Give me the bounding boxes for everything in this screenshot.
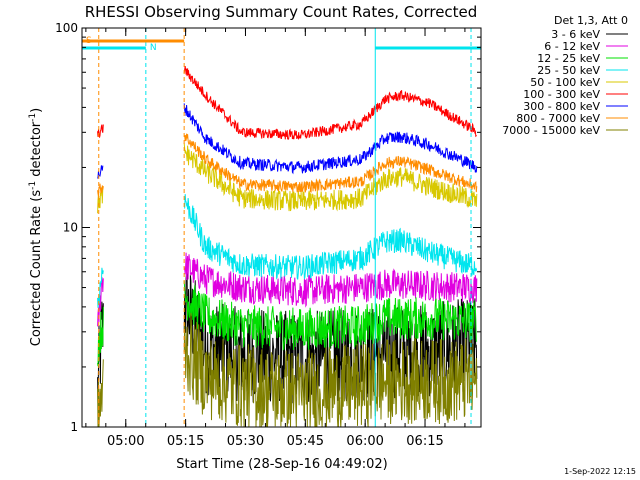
chart-title: RHESSI Observing Summary Count Rates, Co… (85, 3, 478, 21)
legend-entry: 3 - 6 keV (551, 28, 600, 41)
legend-entry: 12 - 25 keV (537, 52, 600, 65)
series-line (97, 194, 478, 308)
series-line (97, 143, 478, 214)
y-tick-label: 1 (70, 420, 78, 434)
y-tick-label: 10 (63, 221, 78, 235)
axes: 1 10 100 05:00 05:15 05:30 05:45 06:00 06:15 (55, 21, 482, 449)
legend-title: Det 1,3, Att 0 (554, 14, 628, 27)
series-line (97, 66, 477, 141)
series-100-300-kev (97, 66, 477, 141)
y-axis-label: Corrected Count Rate (s-1 detector-1) (28, 108, 44, 346)
x-tick-label: 06:00 (346, 434, 383, 449)
plot-area: SN (82, 28, 481, 428)
x-tick-label: 06:15 (406, 434, 443, 449)
x-tick-label: 05:15 (167, 434, 204, 449)
series-50-100-kev (97, 143, 478, 214)
s-label: S (86, 36, 92, 46)
legend-entry: 7000 - 15000 keV (502, 124, 600, 137)
n-label: N (150, 43, 157, 53)
legend-entry: 6 - 12 keV (544, 40, 600, 53)
series-25-50-kev (97, 194, 478, 308)
legend-entry: 300 - 800 keV (523, 100, 600, 113)
footer-date: 1-Sep-2022 12:15 (564, 467, 636, 476)
x-tick-label: 05:45 (287, 434, 324, 449)
legend-entry: 50 - 100 keV (530, 76, 600, 89)
x-axis-label: Start Time (28-Sep-16 04:49:02) (176, 457, 387, 472)
series-300-800-kev (97, 103, 478, 179)
x-tick-label: 05:30 (227, 434, 264, 449)
x-tick-label: 05:00 (107, 434, 144, 449)
y-tick-label: 100 (55, 21, 78, 35)
series-line (97, 103, 478, 179)
legend-entry: 100 - 300 keV (523, 88, 600, 101)
legend-entry: 800 - 7000 keV (516, 112, 600, 125)
legend-entry: 25 - 50 keV (537, 64, 600, 77)
